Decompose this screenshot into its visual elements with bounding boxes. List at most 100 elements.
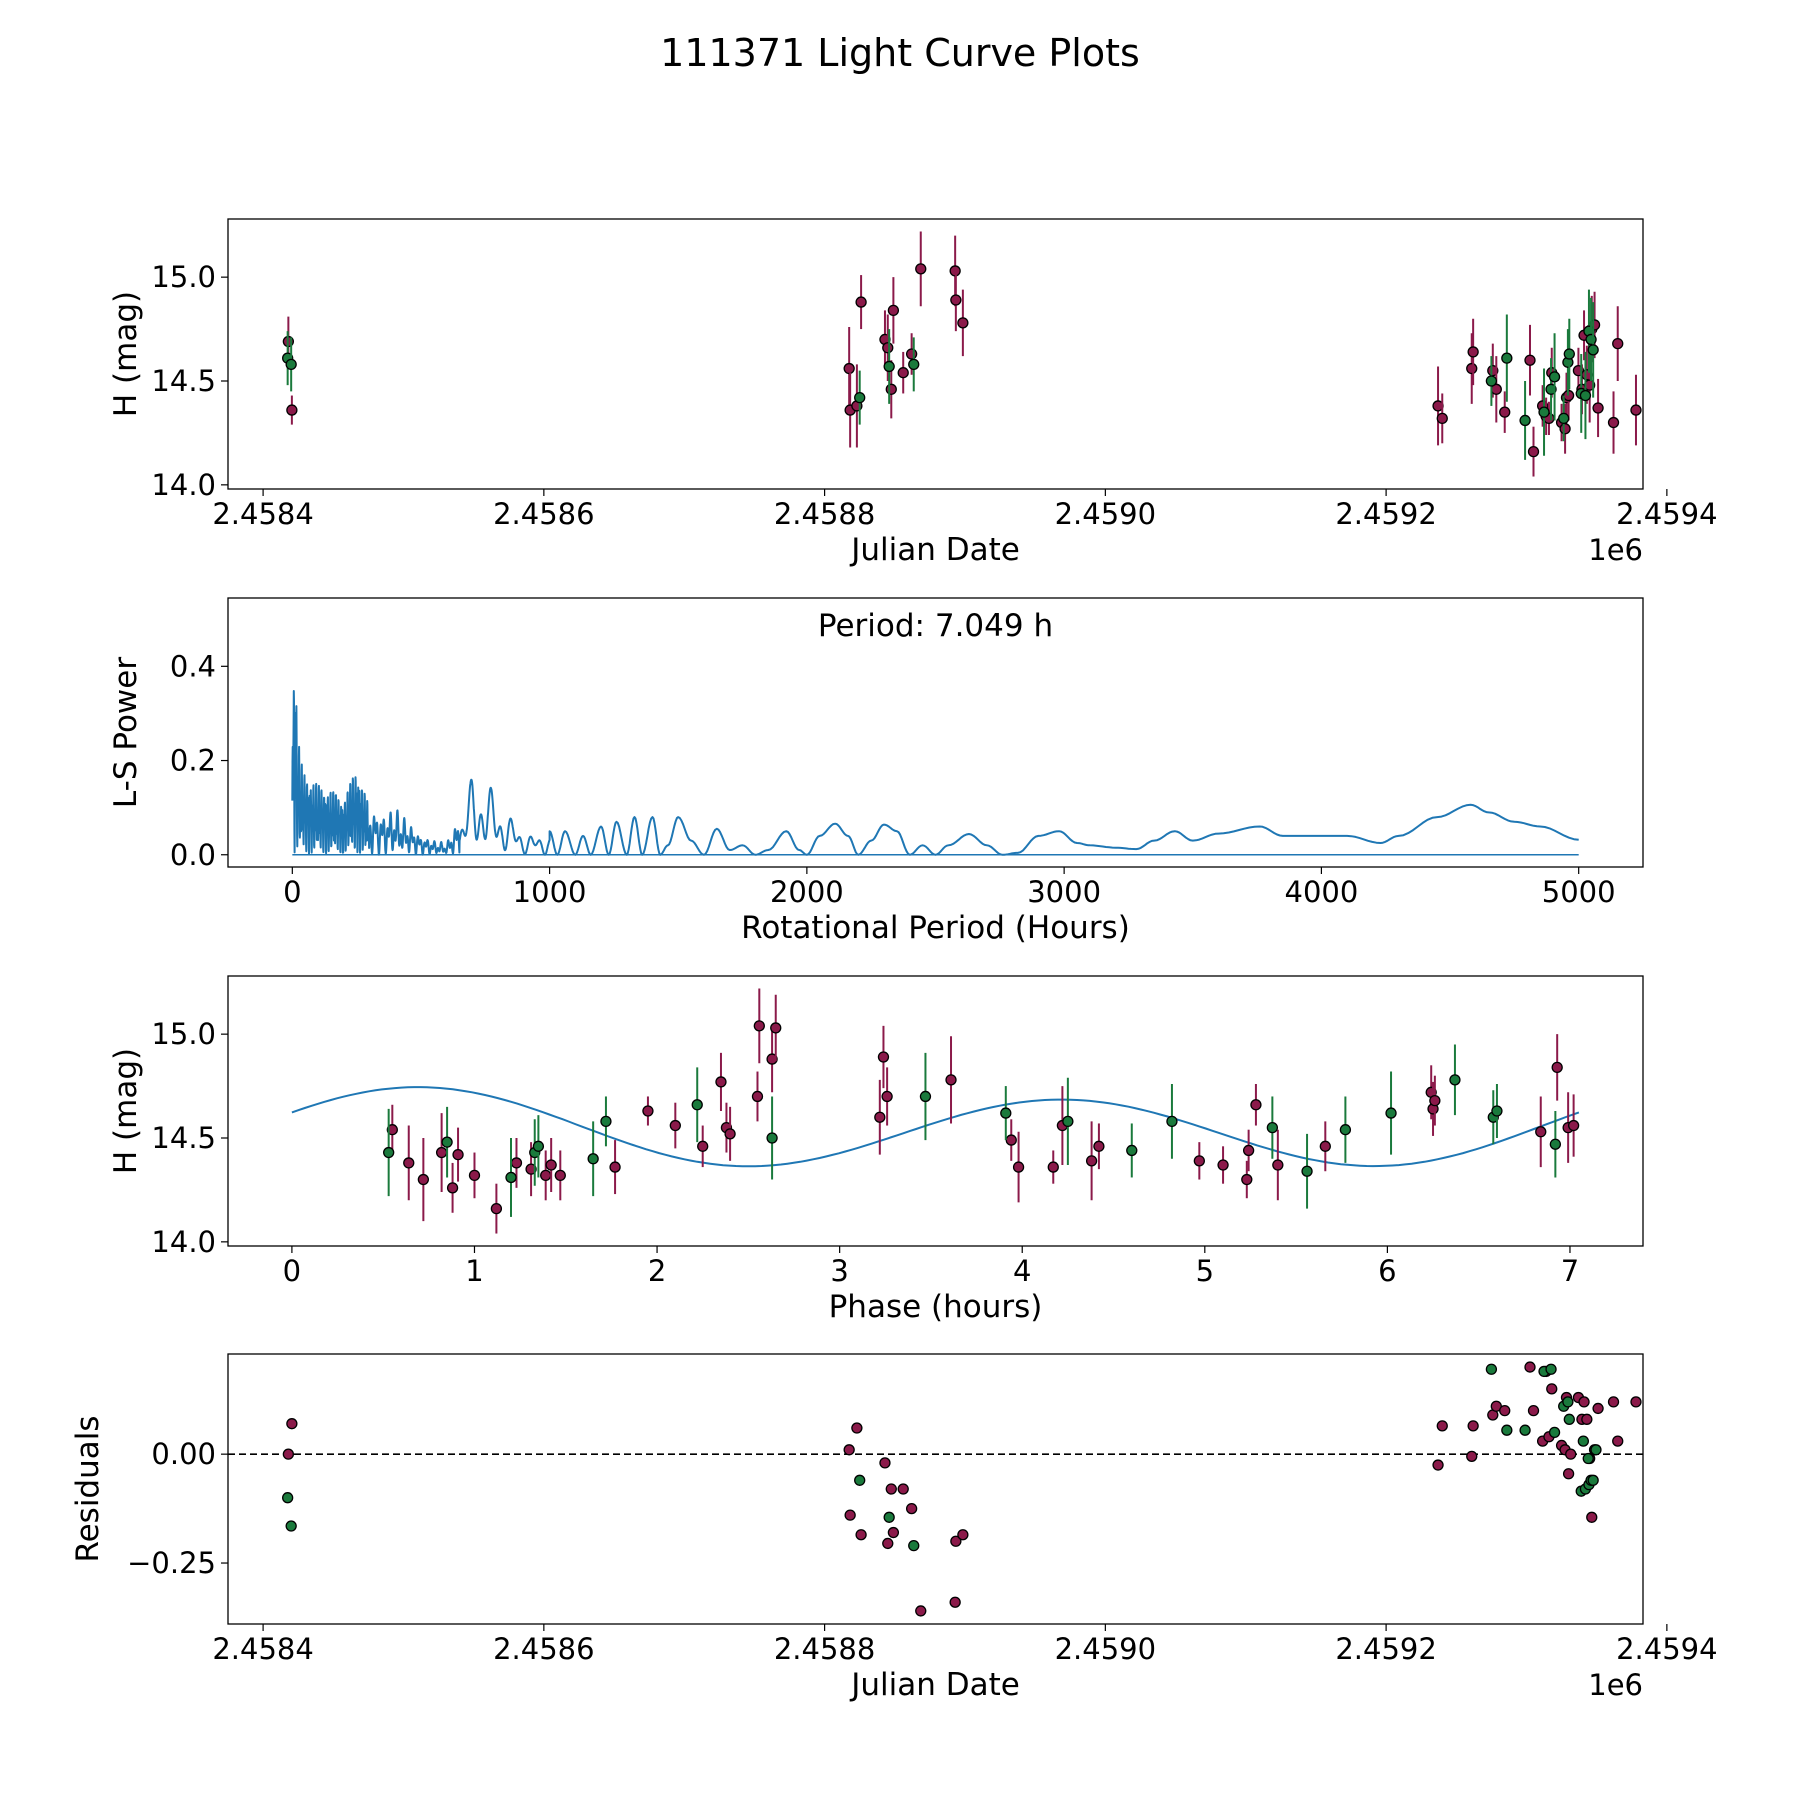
lightcurve-point-r xyxy=(915,263,927,275)
residuals-point-r xyxy=(843,1444,855,1456)
lightcurve-offset-label: 1e6 xyxy=(1588,533,1643,567)
residuals-ytick-label: −0.25 xyxy=(127,1546,216,1580)
phase-point-g xyxy=(383,1146,395,1159)
phase-point-g xyxy=(1062,1115,1074,1128)
lightcurve-point-r xyxy=(843,362,855,375)
residuals-xtick-label: 2.4584 xyxy=(212,1632,313,1666)
lightcurve-xtick-label: 2.4584 xyxy=(212,497,313,531)
phase-point-r xyxy=(766,1053,778,1065)
residuals-point-r xyxy=(879,1457,891,1469)
residuals-point-r xyxy=(1436,1420,1448,1432)
phase-xlabel: Phase (hours) xyxy=(829,1289,1043,1325)
phase-ytick-label: 14.5 xyxy=(151,1121,216,1155)
periodogram-xtick-label: 2000 xyxy=(770,875,844,909)
phase-xtick-label: 4 xyxy=(1013,1254,1031,1288)
lightcurve-point-r xyxy=(1466,362,1478,375)
residuals-point-g xyxy=(1545,1363,1557,1375)
phase-point-r xyxy=(403,1157,415,1169)
residuals-point-r xyxy=(1578,1396,1590,1408)
lightcurve-xtick-label: 2.4588 xyxy=(774,497,875,531)
lightcurve-point-r xyxy=(1607,416,1620,429)
phase-point-r xyxy=(1535,1126,1547,1138)
phase-point-r xyxy=(540,1169,552,1182)
phase-xtick-label: 6 xyxy=(1378,1254,1396,1288)
phase-xtick-label: 3 xyxy=(830,1254,848,1288)
phase-point-r xyxy=(1005,1134,1017,1146)
periodogram-xlabel: Rotational Period (Hours) xyxy=(741,910,1130,946)
residuals-point-g xyxy=(1577,1435,1589,1447)
residuals-xtick-label: 2.4590 xyxy=(1055,1632,1156,1666)
phase-point-r xyxy=(554,1169,566,1182)
phase-point-g xyxy=(600,1115,612,1128)
period-annotation: Period: 7.049 h xyxy=(818,608,1053,644)
lightcurve-point-r xyxy=(950,294,962,306)
phase-point-r xyxy=(751,1090,764,1103)
lightcurve-point-r xyxy=(897,367,909,379)
phase-point-r xyxy=(1242,1144,1255,1157)
lightcurve-xtick-label: 2.4590 xyxy=(1055,497,1156,531)
residuals-point-r xyxy=(286,1418,298,1430)
lightcurve-point-g xyxy=(1563,348,1575,360)
lightcurve-point-r xyxy=(1436,412,1448,425)
residuals-point-r xyxy=(1592,1402,1604,1415)
residuals-point-r xyxy=(1467,1420,1479,1432)
phase-point-r xyxy=(609,1161,621,1173)
phase-point-r xyxy=(452,1148,464,1161)
lightcurve-point-r xyxy=(1592,402,1604,414)
residuals-point-r xyxy=(957,1529,969,1541)
lightcurve-point-g xyxy=(285,358,297,371)
lightcurve-point-g xyxy=(854,391,866,404)
lightcurve-point-r xyxy=(855,296,867,308)
phase-point-r xyxy=(490,1202,503,1215)
residuals-point-g xyxy=(883,1511,895,1523)
lightcurve-ytick-label: 14.0 xyxy=(151,468,216,502)
periodogram-xtick-label: 1000 xyxy=(513,875,587,909)
phase-point-g xyxy=(587,1153,599,1165)
lightcurve-point-r xyxy=(905,348,918,360)
residuals-point-r xyxy=(882,1537,894,1550)
residuals-point-g xyxy=(908,1539,920,1552)
lightcurve-point-g xyxy=(1545,383,1557,395)
phase-point-r xyxy=(1217,1159,1229,1171)
residuals-xtick-label: 2.4594 xyxy=(1616,1632,1717,1666)
lightcurve-xtick-label: 2.4586 xyxy=(493,497,594,531)
residuals-point-r xyxy=(1432,1459,1444,1471)
lightcurve-point-g xyxy=(1485,375,1498,387)
residuals-point-r xyxy=(915,1605,927,1617)
phase-xtick-label: 5 xyxy=(1196,1254,1214,1288)
phase-point-r xyxy=(386,1124,398,1136)
residuals-point-r xyxy=(905,1502,918,1515)
lightcurve-point-r xyxy=(885,383,897,395)
lightcurve-ytick-label: 14.5 xyxy=(151,364,216,398)
phase-point-g xyxy=(1000,1107,1012,1119)
phase-point-r xyxy=(417,1173,430,1186)
residuals-point-r xyxy=(1565,1448,1577,1460)
periodogram-panel: 0 1000 2000 3000 4000 5000 0.0 0.2 0.4 Rotational… xyxy=(108,597,1644,946)
phase-point-g xyxy=(766,1132,778,1144)
phase-point-r xyxy=(642,1105,654,1117)
phase-point-r xyxy=(770,1022,782,1034)
lightcurve-point-g xyxy=(1585,333,1597,346)
phase-point-r xyxy=(945,1074,957,1086)
lightcurve-xlabel: Julian Date xyxy=(849,532,1020,568)
phase-point-g xyxy=(1449,1074,1461,1086)
residuals-point-g xyxy=(1562,1396,1574,1408)
phase-point-r xyxy=(510,1157,523,1169)
residuals-point-r xyxy=(949,1596,961,1608)
phase-point-g xyxy=(1491,1105,1503,1117)
lightcurve-point-g xyxy=(1538,406,1550,418)
residuals-ytick-label: 0.00 xyxy=(151,1437,216,1471)
residuals-ylabel: Residuals xyxy=(70,1415,106,1562)
lightcurve-point-r xyxy=(957,317,969,329)
lightcurve-point-r xyxy=(1612,337,1624,350)
phase-ytick-label: 15.0 xyxy=(151,1017,216,1051)
phase-point-g xyxy=(505,1171,517,1184)
phase-point-r xyxy=(877,1051,890,1063)
phase-point-g xyxy=(532,1140,545,1152)
phase-point-r xyxy=(1085,1155,1098,1167)
residuals-point-r xyxy=(887,1526,900,1539)
phase-axes-frame xyxy=(227,975,1644,1247)
residuals-point-r xyxy=(1612,1435,1624,1447)
lightcurve-point-g xyxy=(908,358,920,371)
periodogram-ytick-label: 0.4 xyxy=(170,649,216,683)
